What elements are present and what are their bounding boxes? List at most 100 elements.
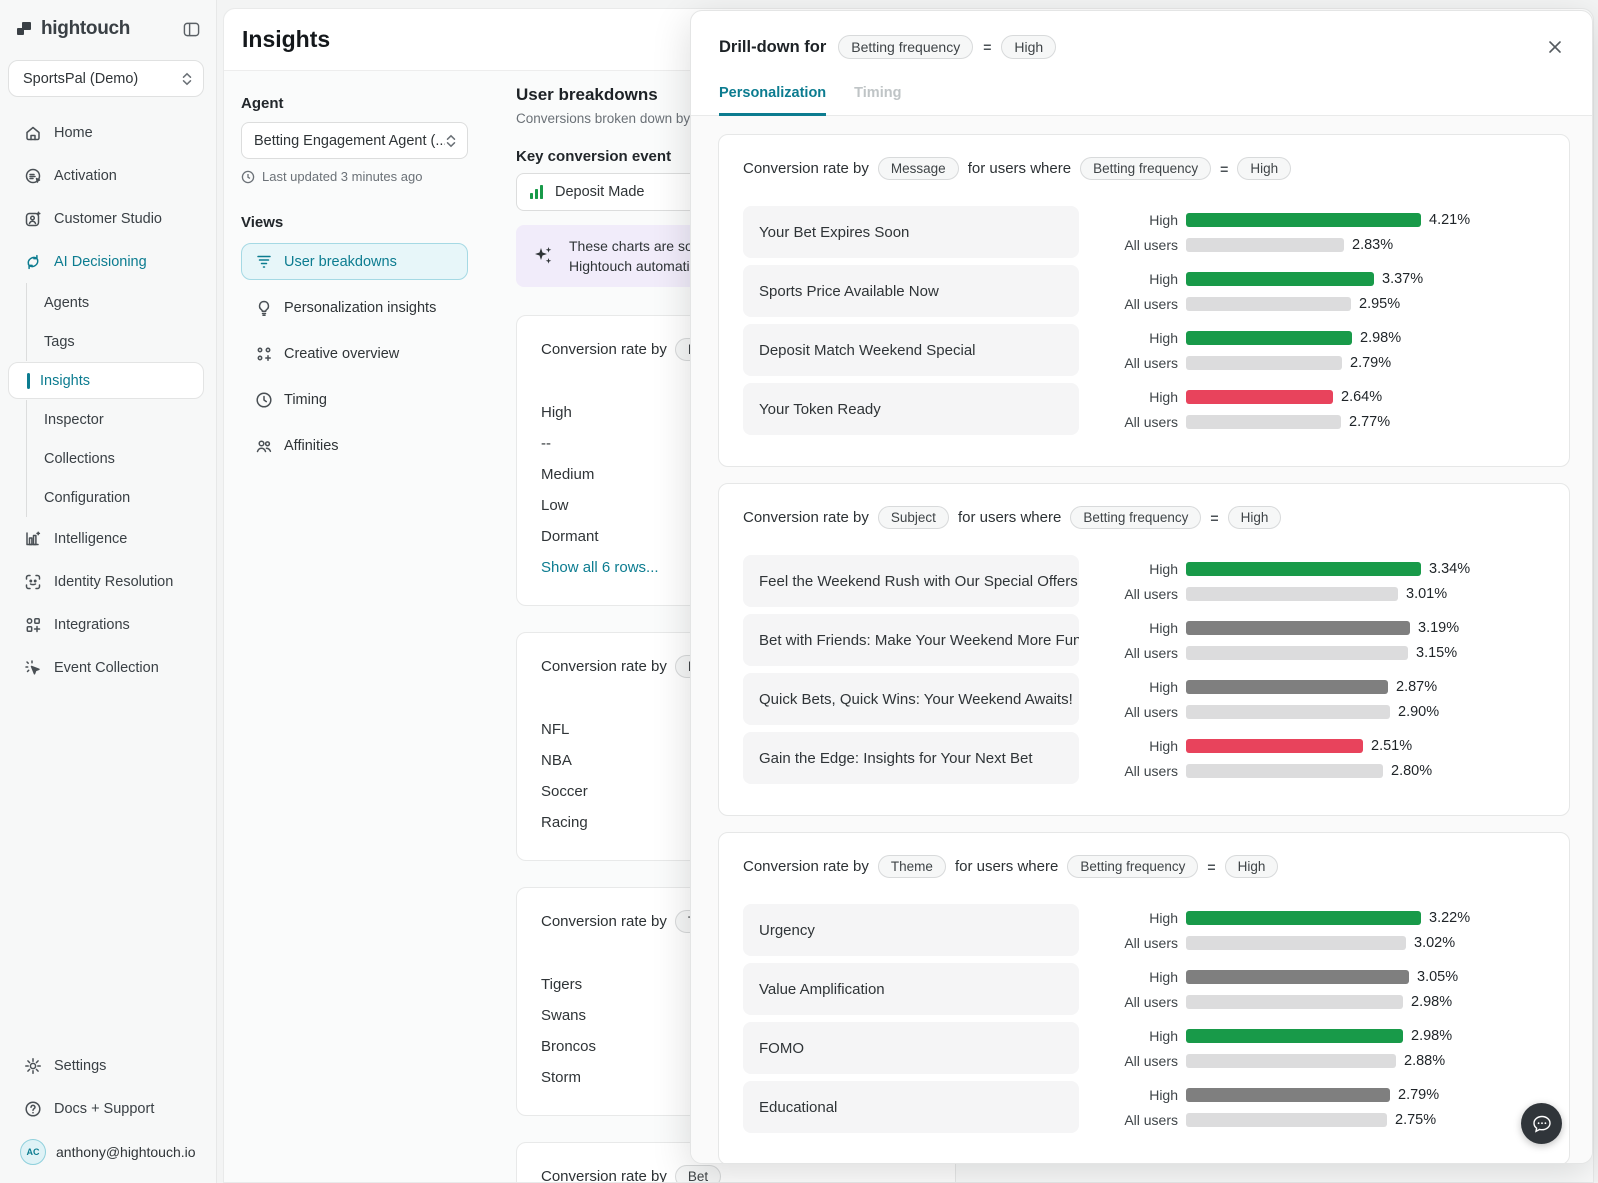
drilldown-card-title: Conversion rate by Message for users where… [743, 157, 1545, 180]
high-bar [1186, 1028, 1403, 1043]
workspace-selector[interactable]: SportsPal (Demo) [8, 60, 204, 97]
sidebar-item-agents[interactable]: Agents [26, 283, 216, 322]
breakdown-row[interactable]: Storm [541, 1069, 582, 1086]
user-email: anthony@hightouch.io [56, 1143, 196, 1160]
sidebar-collapse-icon[interactable] [183, 21, 200, 38]
row-bars: High 2.98% All users 2.88% [1079, 1026, 1545, 1071]
user-account[interactable]: AC anthony@hightouch.io [0, 1130, 216, 1173]
dimension-pill: Theme [877, 855, 946, 878]
all-bar-line: All users 3.01% [1079, 584, 1545, 604]
high-bar [1186, 271, 1374, 286]
row-bars: High 2.98% All users 2.79% [1079, 328, 1545, 373]
high-bar [1186, 1087, 1390, 1102]
breakdown-row[interactable]: -- [541, 435, 551, 452]
sidebar-item-collections[interactable]: Collections [26, 439, 216, 478]
tab-personalization[interactable]: Personalization [719, 85, 827, 116]
row-label: Sports Price Available Now [743, 265, 1079, 317]
row-label: Urgency [743, 904, 1079, 956]
breakdown-row[interactable]: Low [541, 497, 569, 514]
drilldown-row: Sports Price Available Now High 3.37% All u… [743, 265, 1545, 317]
view-item-timing[interactable]: Timing [241, 381, 468, 418]
breakdown-row[interactable]: Swans [541, 1007, 587, 1024]
breakdown-row[interactable]: High [541, 404, 572, 421]
sidebar-item-label: Home [54, 124, 93, 141]
breakdown-row[interactable]: Soccer [541, 783, 588, 800]
value-pill: High [1001, 35, 1057, 59]
row-label: Bet with Friends: Make Your Weekend More… [743, 614, 1079, 666]
series-label: All users [1124, 934, 1178, 951]
series-label: All users [1124, 703, 1178, 720]
sidebar-item-label: Docs + Support [54, 1100, 155, 1117]
high-bar [1186, 969, 1409, 984]
high-bar-line: High 2.79% [1079, 1085, 1545, 1105]
series-label: High [1149, 619, 1178, 636]
all-bar-line: All users 2.79% [1079, 353, 1545, 373]
all-bar [1186, 296, 1351, 311]
value-pill: High [1237, 157, 1292, 180]
home-icon [24, 124, 42, 142]
row-label: Your Bet Expires Soon [743, 206, 1079, 258]
sidebar-item-inspector[interactable]: Inspector [26, 400, 216, 439]
tab-timing[interactable]: Timing [854, 85, 902, 101]
sidebar-item-ai-decisioning[interactable]: AI Decisioning [0, 240, 216, 283]
breakdown-row[interactable]: Dormant [541, 528, 599, 545]
app-logo-text: hightouch [41, 18, 131, 39]
row-bars: High 2.79% All users 2.75% [1079, 1085, 1545, 1130]
series-label: High [1149, 1027, 1178, 1044]
sidebar-item-customer-studio[interactable]: Customer Studio [0, 197, 216, 240]
chat-button[interactable] [1521, 1103, 1562, 1144]
sidebar: hightouch SportsPal (Demo) Home Activatio… [0, 0, 217, 1183]
view-item-label: User breakdowns [284, 253, 397, 270]
sidebar-item-insights[interactable]: Insights [8, 362, 204, 399]
drilldown-row: Value Amplification High 3.05% All users 2.9… [743, 963, 1545, 1015]
breakdown-row[interactable]: Tigers [541, 976, 583, 993]
sparkles-icon [532, 245, 554, 267]
filters-column: Agent Betting Engagement Agent (... Last… [241, 95, 468, 473]
where-text: for users where [954, 858, 1059, 875]
view-item-affinities[interactable]: Affinities [241, 427, 468, 464]
sidebar-item-home[interactable]: Home [0, 111, 216, 154]
sidebar-item-configuration[interactable]: Configuration [26, 478, 216, 517]
high-value: 2.98% [1411, 1027, 1453, 1044]
sidebar-item-integrations[interactable]: Integrations [0, 603, 216, 646]
all-bar [1186, 414, 1341, 429]
high-bar-line: High 3.19% [1079, 618, 1545, 638]
dimension-pill: Subject [877, 506, 949, 529]
all-value: 2.80% [1391, 762, 1433, 779]
breakdown-row[interactable]: NBA [541, 752, 572, 769]
all-bar-line: All users 2.88% [1079, 1051, 1545, 1071]
sidebar-item-label: Event Collection [54, 659, 159, 676]
breakdown-row[interactable]: NFL [541, 721, 570, 738]
avatar: AC [20, 1138, 46, 1165]
sidebar-item-settings[interactable]: Settings [0, 1044, 216, 1087]
equals-sign: = [1207, 858, 1216, 875]
series-label: All users [1124, 585, 1178, 602]
breakdown-row[interactable]: Broncos [541, 1038, 597, 1055]
view-item-creative-overview[interactable]: Creative overview [241, 335, 468, 372]
sidebar-item-label: Identity Resolution [54, 573, 174, 590]
sidebar-item-intelligence[interactable]: Intelligence [0, 517, 216, 560]
sidebar-item-label: Collections [44, 450, 115, 467]
breakdown-row[interactable]: Racing [541, 814, 588, 831]
close-icon[interactable] [1546, 38, 1564, 56]
sidebar-item-tags[interactable]: Tags [26, 322, 216, 361]
high-bar-line: High 2.64% [1079, 387, 1545, 407]
agent-select[interactable]: Betting Engagement Agent (... [241, 122, 468, 159]
view-item-personalization-insights[interactable]: Personalization insights [241, 289, 468, 326]
clock-icon [241, 170, 255, 184]
breakdown-row[interactable]: Medium [541, 466, 595, 483]
row-label: FOMO [743, 1022, 1079, 1074]
row-bars: High 3.22% All users 3.02% [1079, 908, 1545, 953]
sidebar-item-activation[interactable]: Activation [0, 154, 216, 197]
all-value: 2.75% [1395, 1111, 1437, 1128]
views-label: Views [241, 214, 284, 231]
show-all-rows-link[interactable]: Show all 6 rows... [541, 559, 659, 576]
sidebar-item-identity-resolution[interactable]: Identity Resolution [0, 560, 216, 603]
all-bar [1186, 1053, 1396, 1068]
sidebar-item-docs-support[interactable]: Docs + Support [0, 1087, 216, 1130]
view-item-user-breakdowns[interactable]: User breakdowns [241, 243, 468, 280]
sidebar-header: hightouch [0, 0, 216, 52]
high-bar-line: High 3.05% [1079, 967, 1545, 987]
sidebar-item-event-collection[interactable]: Event Collection [0, 646, 216, 689]
drilldown-card: Conversion rate by Theme for users where Be… [718, 832, 1570, 1163]
